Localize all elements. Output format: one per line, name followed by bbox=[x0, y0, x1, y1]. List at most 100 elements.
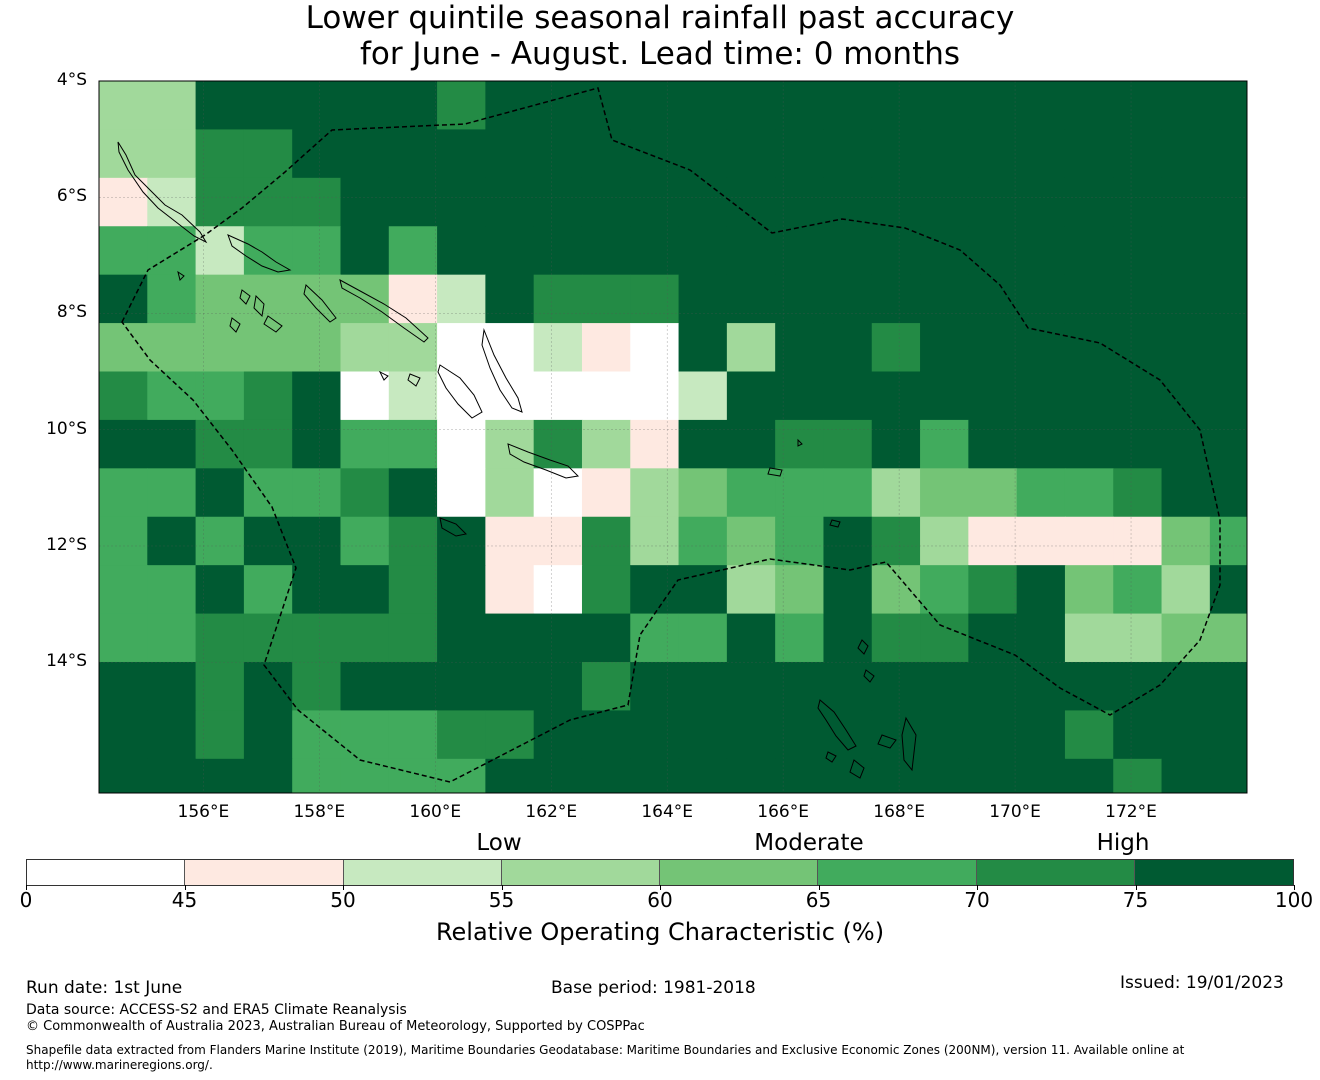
map-cell bbox=[99, 81, 148, 130]
map-cell bbox=[775, 758, 824, 794]
category-label-moderate: Moderate bbox=[754, 830, 864, 856]
colorbar-tickmark bbox=[818, 885, 820, 890]
island-outline bbox=[227, 234, 292, 273]
map-cell bbox=[775, 419, 824, 469]
map-cell bbox=[437, 177, 486, 227]
map-cell bbox=[147, 565, 197, 615]
map-cell bbox=[775, 613, 824, 663]
colorbar-tick-label: 70 bbox=[964, 888, 990, 912]
map-cell bbox=[1064, 419, 1114, 469]
map-cell bbox=[1016, 371, 1066, 421]
map-cell bbox=[1016, 129, 1066, 179]
map-cell bbox=[533, 758, 583, 794]
map-cell bbox=[630, 226, 680, 276]
map-cell bbox=[1209, 274, 1248, 324]
map-grid-cells bbox=[99, 81, 1248, 794]
map-cell bbox=[630, 516, 680, 566]
map-cell bbox=[920, 323, 969, 372]
map-cell bbox=[437, 129, 486, 179]
map-cell bbox=[678, 758, 728, 794]
map-cell bbox=[485, 371, 535, 421]
map-cell bbox=[99, 323, 148, 372]
island-outline bbox=[857, 639, 869, 655]
map-cell bbox=[726, 565, 776, 615]
island-outline bbox=[229, 317, 241, 333]
map-cell bbox=[678, 613, 728, 663]
map-cell bbox=[388, 323, 438, 372]
map-cell bbox=[99, 613, 148, 663]
longitude-label: 172°E bbox=[1105, 802, 1157, 822]
map-cell bbox=[1016, 613, 1066, 663]
map-cell bbox=[678, 323, 728, 372]
map-cell bbox=[968, 81, 1018, 130]
colorbar-segment bbox=[976, 860, 1135, 885]
map-cell bbox=[968, 177, 1018, 227]
map-cell bbox=[871, 613, 921, 663]
map-cell bbox=[581, 81, 631, 130]
map-cell bbox=[1064, 661, 1114, 711]
map-cell bbox=[678, 516, 728, 566]
shapefile-credit-line-2: http://www.marineregions.org/. bbox=[26, 1058, 213, 1072]
map-cell bbox=[485, 613, 535, 663]
colorbar-tick-label: 65 bbox=[805, 888, 832, 912]
island-outline bbox=[829, 519, 841, 528]
map-cell bbox=[581, 565, 631, 615]
map-cell bbox=[195, 710, 245, 760]
map-cell bbox=[1161, 81, 1211, 130]
map-cell bbox=[726, 177, 776, 227]
map-cell bbox=[726, 129, 776, 179]
map-cell bbox=[99, 710, 148, 760]
map-cell bbox=[1161, 758, 1211, 794]
map-cell bbox=[1209, 81, 1248, 130]
map-cell bbox=[871, 661, 921, 711]
map-cell bbox=[630, 419, 680, 469]
map-cell bbox=[920, 226, 969, 276]
map-cell bbox=[340, 419, 390, 469]
map-cell bbox=[99, 516, 148, 566]
map-cell bbox=[823, 323, 873, 372]
map-cell bbox=[1064, 758, 1114, 794]
map-cell bbox=[1064, 516, 1114, 566]
map-cell bbox=[340, 177, 390, 227]
map-cell bbox=[823, 177, 873, 227]
island-outline bbox=[849, 759, 865, 779]
map-cell bbox=[581, 661, 631, 711]
map-cell bbox=[340, 274, 390, 324]
map-cell bbox=[485, 226, 535, 276]
map-cell bbox=[292, 613, 341, 663]
map-cell bbox=[775, 177, 824, 227]
map-cell bbox=[726, 661, 776, 711]
map-cell bbox=[1113, 323, 1163, 372]
map-cell bbox=[147, 323, 197, 372]
colorbar-tick-label: 0 bbox=[19, 888, 33, 912]
map-cell bbox=[871, 710, 921, 760]
map-cell bbox=[243, 468, 293, 518]
map-cell bbox=[581, 226, 631, 276]
map-cell bbox=[485, 129, 535, 179]
map-cell bbox=[871, 468, 921, 518]
eez-boundary bbox=[121, 87, 1221, 783]
map-cell bbox=[630, 177, 680, 227]
map-cell bbox=[630, 468, 680, 518]
map-cell bbox=[630, 661, 680, 711]
map-cell bbox=[1209, 323, 1248, 372]
copyright-notice: © Commonwealth of Australia 2023, Austra… bbox=[26, 1019, 645, 1034]
map-cell bbox=[678, 661, 728, 711]
map-cell bbox=[292, 516, 341, 566]
map-cell bbox=[388, 613, 438, 663]
map-cell bbox=[726, 323, 776, 372]
longitude-label: 160°E bbox=[409, 802, 462, 822]
map-cell bbox=[243, 81, 293, 130]
map-cell bbox=[1161, 226, 1211, 276]
map-cell bbox=[388, 274, 438, 324]
map-cell bbox=[1161, 661, 1211, 711]
island-outline bbox=[407, 373, 421, 387]
map-cell bbox=[340, 371, 390, 421]
map-cell bbox=[630, 129, 680, 179]
map-cell bbox=[292, 468, 341, 518]
map-cell bbox=[920, 371, 969, 421]
map-cell bbox=[485, 323, 535, 372]
map-cell bbox=[968, 565, 1018, 615]
map-cell bbox=[581, 613, 631, 663]
map-cell bbox=[437, 274, 486, 324]
